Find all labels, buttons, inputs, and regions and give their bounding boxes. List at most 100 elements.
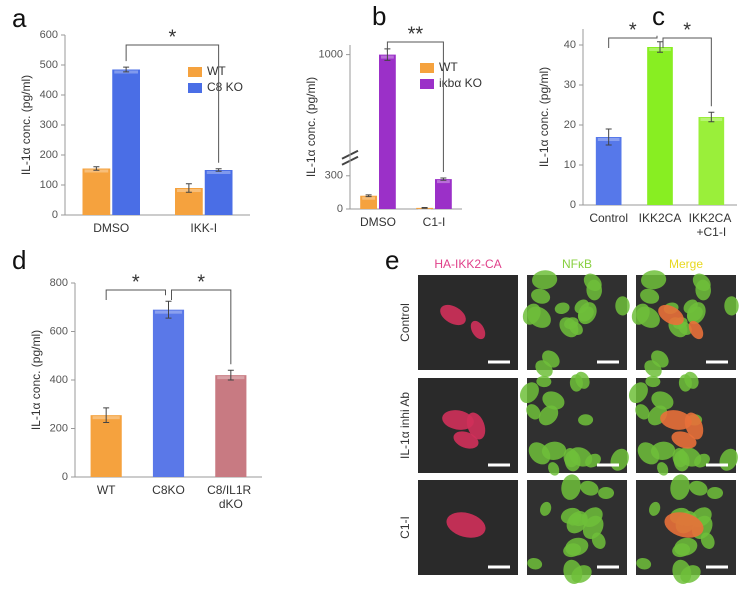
cell	[453, 431, 479, 449]
bar	[379, 54, 396, 210]
significance-bracket	[171, 289, 232, 365]
micrograph	[418, 275, 518, 370]
significance-bracket	[386, 41, 444, 173]
cell	[527, 557, 543, 570]
error-bar	[185, 183, 192, 193]
cells	[446, 512, 486, 538]
bar	[152, 309, 185, 477]
cell	[571, 565, 592, 583]
error-bar	[657, 41, 663, 53]
cell	[657, 462, 669, 476]
y-tick-label: 0	[62, 471, 68, 483]
y-tick-label: 40	[564, 39, 576, 51]
bar	[435, 179, 452, 209]
significance-label: *	[197, 271, 205, 293]
y-tick-label: 0	[52, 209, 58, 221]
cell	[678, 447, 702, 467]
error-bar	[365, 194, 372, 198]
cell	[598, 486, 615, 499]
cell	[640, 288, 660, 304]
column-header: NFκB	[562, 257, 592, 271]
row-label: IL-1α inhi Ab	[398, 392, 412, 459]
cell	[658, 304, 684, 326]
y-tick-label: 100	[40, 179, 58, 191]
cell	[637, 442, 660, 465]
cells	[628, 371, 738, 476]
cell	[578, 414, 594, 426]
y-tick-label: 0	[337, 203, 343, 215]
error-bar	[165, 300, 172, 319]
error-bar	[708, 111, 715, 123]
label-line: +C1-I	[696, 225, 726, 239]
column-header: Merge	[669, 257, 703, 271]
cell	[695, 279, 711, 301]
error-bar	[421, 207, 428, 209]
cell	[522, 303, 541, 325]
bar-highlight	[418, 208, 431, 212]
significance-label: *	[683, 19, 691, 41]
legend-swatch	[420, 63, 434, 73]
y-tick-label: 200	[50, 422, 68, 434]
cell	[651, 391, 674, 410]
panel-label: e	[385, 245, 399, 275]
cell	[664, 512, 704, 538]
y-tick-label: 500	[40, 59, 58, 71]
panel-label: d	[12, 245, 26, 275]
cells	[442, 410, 486, 449]
x-tick-label: C8KO	[152, 483, 185, 497]
cell	[531, 288, 551, 304]
legend-swatch	[188, 67, 202, 77]
column-header: HA-IKK2-CA	[434, 257, 501, 271]
legend-label: iκbα KO	[439, 76, 482, 90]
panel-label: a	[12, 3, 27, 33]
y-tick-label: 600	[50, 325, 68, 337]
cell	[586, 279, 602, 301]
significance-label: *	[629, 19, 637, 41]
x-tick-label: C1-I	[423, 215, 446, 229]
cell	[561, 474, 581, 500]
label-line: IKK2CA	[689, 211, 734, 225]
y-tick-label: 300	[325, 170, 343, 182]
cell	[526, 404, 541, 420]
cell	[686, 302, 706, 325]
cell	[645, 375, 661, 388]
error-bar	[227, 369, 234, 381]
cell	[519, 382, 539, 404]
y-axis-label: IL-1α conc. (pg/ml)	[19, 75, 33, 175]
cell	[542, 391, 565, 410]
significance-label: *	[168, 26, 176, 48]
y-tick-label: 600	[40, 29, 58, 41]
bar-highlight	[206, 171, 231, 174]
bar	[698, 117, 725, 205]
cells	[440, 304, 486, 340]
cell	[641, 270, 667, 290]
panel-label: c	[652, 1, 665, 31]
row-label: Control	[398, 303, 412, 342]
significance-bracket	[662, 37, 712, 107]
error-bar	[123, 66, 130, 73]
y-tick-label: 0	[570, 199, 576, 211]
bar-highlight	[84, 169, 109, 173]
y-tick-label: 10	[564, 159, 576, 171]
y-tick-label: 30	[564, 79, 576, 91]
y-tick-label: 800	[50, 277, 68, 289]
error-bar	[215, 168, 222, 172]
y-axis-label: IL-1α conc. (pg/ml)	[304, 77, 318, 177]
significance-bracket	[608, 35, 658, 48]
x-tick-label: Control	[589, 211, 628, 225]
cell	[678, 374, 692, 392]
cells	[522, 270, 630, 378]
cell	[440, 304, 466, 326]
bar	[204, 170, 233, 215]
cell	[569, 447, 593, 467]
row-label: C1-I	[398, 516, 412, 539]
cell	[671, 431, 697, 449]
cell	[536, 375, 552, 388]
cell	[565, 537, 589, 556]
bar	[595, 137, 622, 205]
cell	[580, 480, 599, 496]
label-line: dKO	[219, 497, 243, 511]
error-bar	[93, 166, 100, 171]
cells	[527, 474, 615, 585]
